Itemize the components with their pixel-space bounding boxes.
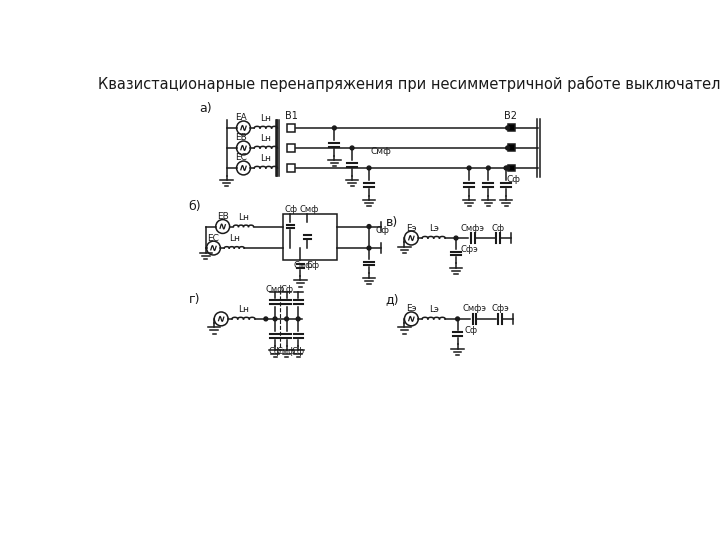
Circle shape: [487, 166, 490, 170]
Text: B1: B1: [285, 111, 297, 122]
Text: Lэ: Lэ: [428, 224, 438, 233]
Text: EВ: EВ: [217, 212, 228, 221]
Circle shape: [333, 126, 336, 130]
Text: Lн: Lн: [261, 134, 271, 143]
Bar: [287, 164, 295, 172]
Bar: [508, 165, 515, 171]
Circle shape: [454, 236, 458, 240]
Text: в): в): [386, 216, 398, 229]
Text: Смф: Смф: [294, 260, 313, 269]
Text: Смф: Смф: [300, 205, 319, 214]
Text: Сф: Сф: [507, 175, 521, 184]
Text: Смф: Смф: [277, 347, 297, 356]
Bar: [508, 145, 515, 151]
Circle shape: [505, 146, 510, 150]
Circle shape: [504, 166, 508, 170]
Text: B2: B2: [504, 111, 517, 122]
Bar: [508, 125, 515, 131]
Text: Eэ: Eэ: [406, 224, 417, 233]
Text: Eэ: Eэ: [406, 305, 417, 313]
Circle shape: [264, 317, 268, 321]
Circle shape: [456, 317, 459, 321]
Circle shape: [296, 317, 300, 321]
Circle shape: [467, 166, 471, 170]
Circle shape: [284, 317, 289, 321]
Text: EС: EС: [235, 153, 247, 163]
Text: Сф: Сф: [375, 226, 389, 235]
Text: Смфэ: Смфэ: [461, 224, 485, 233]
Text: EВ: EВ: [235, 133, 247, 143]
Text: EA: EA: [235, 113, 247, 123]
Text: EС: EС: [207, 233, 220, 242]
Text: Сф: Сф: [284, 205, 298, 214]
Text: Смф: Смф: [266, 285, 284, 294]
Text: Смфэ: Смфэ: [462, 305, 487, 313]
Text: а): а): [199, 102, 212, 115]
Text: Lн: Lн: [238, 305, 249, 314]
Text: Сф: Сф: [464, 326, 477, 335]
Text: Cф: Cф: [306, 261, 320, 270]
Text: Lн: Lн: [229, 234, 240, 244]
Text: Lэ: Lэ: [428, 305, 438, 314]
Text: б): б): [188, 200, 201, 213]
Text: д): д): [385, 293, 399, 306]
Text: Сфэ: Сфэ: [491, 305, 509, 313]
Circle shape: [505, 126, 510, 130]
Text: г): г): [189, 293, 200, 306]
Text: Cф: Cф: [280, 285, 293, 294]
Bar: [287, 144, 295, 152]
Text: Сф: Сф: [492, 224, 505, 233]
Text: Lн: Lн: [261, 154, 271, 163]
Bar: [283, 214, 337, 260]
Circle shape: [367, 246, 371, 250]
Text: Сфэ: Сфэ: [460, 245, 478, 254]
Circle shape: [273, 317, 277, 321]
Text: Сф: Сф: [269, 347, 282, 356]
Text: Cф: Cф: [292, 347, 305, 356]
Bar: [287, 124, 295, 132]
Circle shape: [505, 166, 510, 170]
Circle shape: [367, 166, 371, 170]
Text: Квазистационарные перенапряжения при несимметричной работе выключателей: Квазистационарные перенапряжения при нес…: [98, 76, 720, 92]
Circle shape: [367, 225, 371, 228]
Circle shape: [350, 146, 354, 150]
Text: Lн: Lн: [238, 213, 249, 222]
Text: Смф: Смф: [370, 147, 391, 156]
Text: Lн: Lн: [261, 114, 271, 123]
